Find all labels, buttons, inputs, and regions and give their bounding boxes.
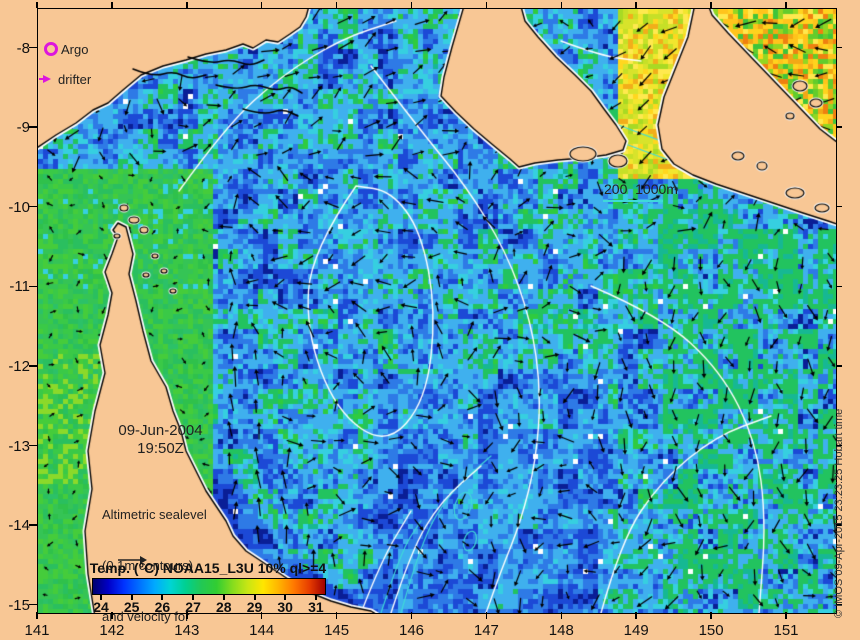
colorbar-tick (130, 595, 133, 600)
y-axis-tick-right (836, 126, 842, 128)
x-axis-tick-top (36, 2, 38, 8)
colorbar-tick-label: 24 (93, 599, 109, 615)
x-axis-label: 141 (24, 622, 50, 639)
y-axis-tick (29, 603, 37, 606)
x-axis-tick (485, 612, 488, 619)
time-line: 19:50Z (137, 440, 184, 457)
y-axis-label: -9 (16, 119, 30, 137)
y-axis-tick-right (836, 524, 842, 526)
colorbar (92, 578, 326, 595)
x-axis-label: 142 (99, 622, 125, 639)
bathymetry-contour-sample (603, 200, 663, 202)
x-axis-label: 147 (473, 622, 499, 639)
y-axis-tick (29, 524, 37, 526)
y-axis-label: -14 (8, 517, 30, 535)
y-axis-tick (29, 126, 37, 128)
x-axis-tick (410, 612, 413, 619)
map-area: Argo drifter 09-Jun-2004 19:50Z Altimetr… (37, 8, 837, 624)
colorbar-tick-label: 25 (123, 599, 140, 615)
colorbar-tick (161, 595, 164, 600)
date-box: 09-Jun-2004 19:50Z (93, 422, 228, 458)
note-line: (0.1m contours) (102, 558, 194, 573)
colorbar-tick (284, 595, 287, 600)
x-axis-tick-top (335, 2, 338, 8)
y-axis-tick (29, 205, 37, 208)
colorbar-tick (253, 595, 256, 600)
y-axis-label: -10 (8, 198, 30, 216)
argo-marker-icon (44, 42, 58, 56)
y-axis-tick (29, 365, 37, 367)
y-axis-tick-right (836, 444, 842, 447)
y-axis-tick-right (836, 205, 842, 208)
y-axis-tick-right (836, 365, 842, 367)
drifter-label: drifter (58, 72, 92, 87)
y-axis-tick-right (836, 285, 842, 288)
y-axis-label: -15 (8, 596, 30, 614)
colorbar-tick (100, 595, 102, 600)
colorbar-tick (222, 595, 225, 600)
y-axis-tick-right (836, 46, 842, 49)
x-axis-tick-top (785, 2, 787, 8)
colorbar-tick-label: 28 (216, 599, 232, 615)
x-axis-label: 144 (249, 622, 275, 639)
x-axis-label: 149 (623, 622, 649, 639)
colorbar-tick-label: 31 (308, 599, 324, 615)
y-axis-tick (29, 46, 37, 49)
x-axis-tick (560, 612, 563, 619)
colorbar-tick-label: 30 (277, 599, 293, 615)
colorbar-tick (192, 595, 195, 600)
x-axis-tick (335, 612, 338, 619)
y-axis-label: -13 (8, 437, 30, 455)
y-axis-tick (29, 444, 37, 447)
credit-text: © IMOS 09-Apr-2015 23:23:25 Hobart time (833, 408, 845, 618)
x-axis-tick (785, 612, 787, 619)
note-line: Altimetric sealevel (102, 507, 207, 522)
colorbar-tick-label: 29 (246, 599, 263, 615)
y-axis-label: -8 (16, 39, 30, 57)
x-axis-label: 146 (398, 622, 425, 639)
x-axis-tick (635, 612, 637, 619)
colorbar-tick-label: 27 (185, 599, 201, 615)
x-axis-tick (111, 612, 113, 619)
y-axis-label: -11 (9, 278, 30, 296)
x-axis-tick-top (111, 2, 113, 8)
x-axis-tick (186, 612, 188, 619)
velocity-scale-arrow-icon (118, 556, 147, 564)
x-axis-tick-top (485, 2, 488, 8)
x-axis-tick-top (260, 2, 263, 8)
note-line: and velocity for (102, 609, 190, 624)
altimetric-note: Altimetric sealevel (0.1m contours) and … (102, 472, 207, 640)
x-axis-tick (260, 612, 263, 619)
ocean-raster (38, 9, 836, 613)
colorbar-title: Temp. (°C) NOAA15_L3U 10% ql>=4 (89, 560, 327, 576)
drifter-marker-icon (43, 75, 51, 83)
x-axis-tick-top (710, 2, 712, 8)
colorbar-tick-label: 26 (154, 599, 171, 615)
y-axis-tick (29, 285, 37, 288)
y-axis-label: -12 (8, 357, 30, 375)
argo-label: Argo (61, 42, 89, 57)
x-axis-label: 151 (773, 622, 799, 639)
bathymetry-label: 200 1000m (604, 181, 678, 197)
x-axis-label: 148 (548, 622, 574, 639)
x-axis-tick (36, 612, 38, 619)
x-axis-tick-top (186, 2, 188, 8)
x-axis-label: 143 (174, 622, 200, 639)
colorbar-tick (314, 595, 317, 600)
y-axis-tick-right (836, 603, 842, 606)
drifter-marker-tail (39, 78, 44, 80)
x-axis-tick-top (560, 2, 563, 8)
x-axis-label: 150 (698, 622, 724, 639)
x-axis-tick (710, 612, 712, 619)
x-axis-label: 145 (324, 622, 350, 639)
x-axis-tick-top (410, 2, 413, 8)
x-axis-tick-top (635, 2, 637, 8)
date-line: 09-Jun-2004 (118, 422, 203, 439)
